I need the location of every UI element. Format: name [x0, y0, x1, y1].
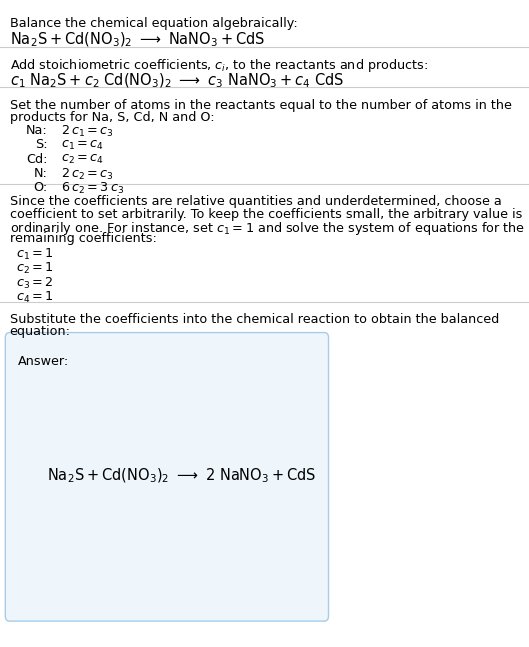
- Text: $c_2 = 1$: $c_2 = 1$: [16, 261, 53, 276]
- Text: Since the coefficients are relative quantities and underdetermined, choose a: Since the coefficients are relative quan…: [10, 195, 501, 208]
- Text: $c_1 = c_4$: $c_1 = c_4$: [61, 138, 104, 151]
- Text: O:: O:: [33, 181, 48, 194]
- Text: coefficient to set arbitrarily. To keep the coefficients small, the arbitrary va: coefficient to set arbitrarily. To keep …: [10, 208, 522, 221]
- Text: $c_2 = c_4$: $c_2 = c_4$: [61, 153, 104, 166]
- Text: Balance the chemical equation algebraically:: Balance the chemical equation algebraica…: [10, 17, 297, 30]
- Text: $c_1 = 1$: $c_1 = 1$: [16, 247, 53, 262]
- Text: remaining coefficients:: remaining coefficients:: [10, 232, 157, 245]
- Text: $6\,c_2 = 3\,c_3$: $6\,c_2 = 3\,c_3$: [61, 181, 124, 196]
- Text: $c_4 = 1$: $c_4 = 1$: [16, 290, 53, 305]
- Text: Set the number of atoms in the reactants equal to the number of atoms in the: Set the number of atoms in the reactants…: [10, 99, 512, 112]
- Text: Answer:: Answer:: [17, 355, 69, 368]
- FancyBboxPatch shape: [5, 333, 329, 621]
- Text: products for Na, S, Cd, N and O:: products for Na, S, Cd, N and O:: [10, 111, 214, 124]
- Text: $c_1\ \mathrm{Na_2S} + c_2\ \mathrm{Cd(NO_3)_2\ \longrightarrow\ } c_3\ \mathrm{: $c_1\ \mathrm{Na_2S} + c_2\ \mathrm{Cd(N…: [10, 72, 344, 90]
- Text: $2\,c_2 = c_3$: $2\,c_2 = c_3$: [61, 167, 114, 182]
- Text: N:: N:: [34, 167, 48, 180]
- Text: Substitute the coefficients into the chemical reaction to obtain the balanced: Substitute the coefficients into the che…: [10, 313, 499, 326]
- Text: Na:: Na:: [26, 124, 48, 137]
- Text: ordinarily one. For instance, set $c_1 = 1$ and solve the system of equations fo: ordinarily one. For instance, set $c_1 =…: [10, 220, 525, 237]
- Text: Cd:: Cd:: [26, 153, 48, 166]
- Text: $c_3 = 2$: $c_3 = 2$: [16, 276, 53, 291]
- Text: $\mathrm{Na_2S + Cd(NO_3)_2\ \longrightarrow\ 2\ NaNO_3 + CdS}$: $\mathrm{Na_2S + Cd(NO_3)_2\ \longrighta…: [47, 466, 316, 485]
- Text: $2\,c_1 = c_3$: $2\,c_1 = c_3$: [61, 124, 114, 139]
- Text: Add stoichiometric coefficients, $c_i$, to the reactants and products:: Add stoichiometric coefficients, $c_i$, …: [10, 57, 427, 74]
- Text: equation:: equation:: [10, 325, 70, 338]
- Text: $\mathrm{Na_2S + Cd(NO_3)_2 \ \longrightarrow \ NaNO_3 + CdS}$: $\mathrm{Na_2S + Cd(NO_3)_2 \ \longright…: [10, 31, 265, 49]
- Text: S:: S:: [35, 138, 48, 151]
